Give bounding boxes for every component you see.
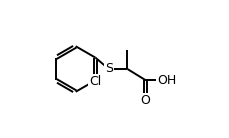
Text: S: S bbox=[104, 63, 112, 75]
Text: Cl: Cl bbox=[89, 75, 101, 88]
Text: OH: OH bbox=[156, 74, 176, 87]
Text: O: O bbox=[140, 94, 150, 107]
